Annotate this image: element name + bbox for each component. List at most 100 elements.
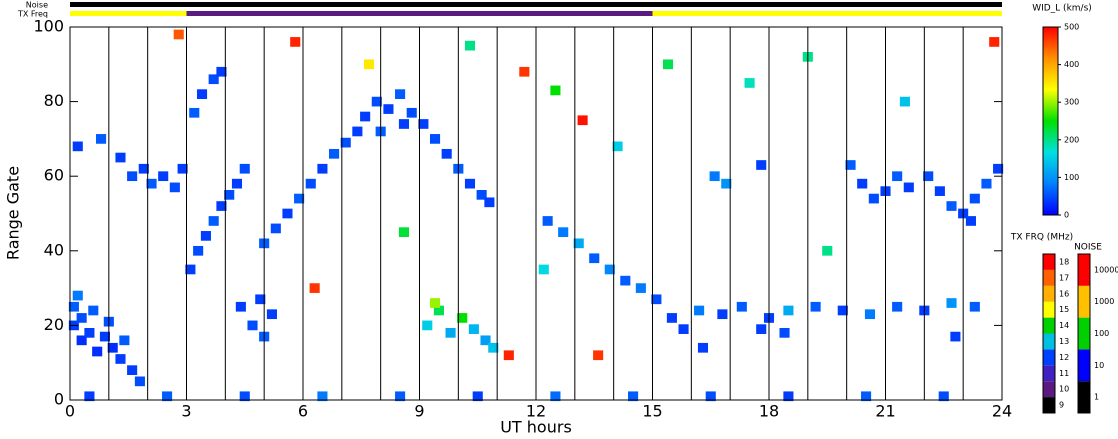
legend-swatch xyxy=(1043,317,1055,334)
y-tick-label: 20 xyxy=(44,315,64,334)
echo-cell xyxy=(783,391,794,402)
tx-segment xyxy=(652,11,1002,16)
echo-cell xyxy=(736,301,747,312)
echo-cell xyxy=(398,227,410,237)
echo-cell xyxy=(317,163,328,174)
x-tick-label: 12 xyxy=(526,402,546,421)
echo-cell xyxy=(134,376,145,387)
echo-cell xyxy=(395,391,406,402)
echo-cell xyxy=(864,309,876,320)
echo-cell xyxy=(938,391,949,402)
echo-cell xyxy=(239,391,250,402)
echo-cell xyxy=(115,152,126,163)
echo-cell xyxy=(783,305,794,316)
noise-label: Noise xyxy=(26,1,48,10)
echo-cell xyxy=(993,163,1004,174)
echo-cell xyxy=(76,335,87,346)
txfreq-bar-title: TX FRQ (MHz) xyxy=(1010,233,1073,243)
echo-cell xyxy=(468,324,479,334)
echo-cell xyxy=(756,324,767,334)
legend-tick-label: 12 xyxy=(1059,353,1069,362)
echo-cell xyxy=(158,171,169,182)
echo-cell xyxy=(107,342,118,353)
echo-cell xyxy=(744,78,755,88)
echo-cell xyxy=(360,111,371,122)
legend-tick-label: 16 xyxy=(1059,289,1069,298)
echo-cell xyxy=(717,309,728,320)
echo-cell xyxy=(969,193,980,204)
echo-cell xyxy=(662,59,674,70)
echo-cell xyxy=(418,119,429,129)
x-tick-label: 9 xyxy=(414,402,424,421)
echo-cell xyxy=(503,350,514,361)
echo-cell xyxy=(68,301,79,312)
echo-cell xyxy=(193,245,204,256)
x-axis-title: UT hours xyxy=(500,418,572,436)
y-tick-label: 0 xyxy=(54,390,64,409)
echo-cell xyxy=(200,231,211,241)
width-colorbar xyxy=(1042,26,1059,216)
echo-cell xyxy=(99,331,110,342)
colorbar-tick-label: 100 xyxy=(1064,173,1079,182)
legend-tick-label: 17 xyxy=(1059,273,1069,282)
legend-swatch xyxy=(1078,381,1090,413)
x-tick-label: 15 xyxy=(642,402,662,421)
echo-cell xyxy=(185,264,196,275)
legend-tick-label: 10000 xyxy=(1094,265,1118,274)
echo-cell xyxy=(694,305,705,316)
legend-tick-label: 10 xyxy=(1059,385,1069,394)
legend-swatch xyxy=(1043,349,1055,366)
echo-cell xyxy=(127,365,138,376)
echo-cell xyxy=(550,391,561,402)
x-tick-label: 3 xyxy=(181,402,191,421)
echo-cell xyxy=(950,331,961,342)
echo-cell xyxy=(294,193,305,204)
echo-cell xyxy=(96,134,107,144)
echo-cell xyxy=(519,66,530,77)
echo-cell xyxy=(837,305,848,316)
x-tick-label: 18 xyxy=(759,402,779,421)
y-tick-label: 80 xyxy=(44,91,64,110)
echo-cell xyxy=(946,298,957,308)
echo-cell xyxy=(371,96,382,107)
legend-tick-label: 18 xyxy=(1059,257,1069,266)
echo-cell xyxy=(651,294,662,305)
x-tick-label: 24 xyxy=(992,402,1012,421)
y-tick-label: 100 xyxy=(33,17,64,36)
echo-cell xyxy=(480,335,491,346)
echo-cell xyxy=(756,160,767,170)
echo-cell xyxy=(208,74,219,85)
legend-swatch xyxy=(1078,317,1090,350)
echo-cell xyxy=(934,186,945,196)
echo-cell xyxy=(868,193,879,204)
echo-cell xyxy=(231,178,243,189)
echo-cell xyxy=(208,216,219,226)
echo-cell xyxy=(305,178,316,189)
colorbar-title: WID_L (km/s) xyxy=(1032,4,1092,14)
noise-bar-title: NOISE xyxy=(1074,243,1102,253)
echo-cell xyxy=(923,171,934,182)
echo-cell xyxy=(235,301,246,312)
echo-cell xyxy=(946,201,957,211)
echo-cell xyxy=(224,190,235,200)
echo-cell xyxy=(127,171,138,182)
echo-cell xyxy=(709,171,720,182)
echo-cell xyxy=(488,342,499,353)
echo-cell xyxy=(903,182,914,193)
echo-cell xyxy=(282,208,293,219)
legend-swatch xyxy=(1043,365,1055,382)
echo-cell xyxy=(173,29,184,40)
x-tick-label: 21 xyxy=(875,402,895,421)
echo-cell xyxy=(115,354,126,364)
echo-cell xyxy=(119,335,130,346)
echo-cell xyxy=(635,283,646,293)
echo-cell xyxy=(266,309,277,320)
echo-cell xyxy=(612,141,623,152)
legend-swatch xyxy=(1078,254,1090,286)
echo-cell xyxy=(892,171,903,182)
echo-cell xyxy=(177,163,188,174)
echo-cell xyxy=(76,313,87,323)
echo-cell xyxy=(92,346,103,357)
echo-cell xyxy=(678,324,689,334)
echo-cell xyxy=(589,253,600,264)
